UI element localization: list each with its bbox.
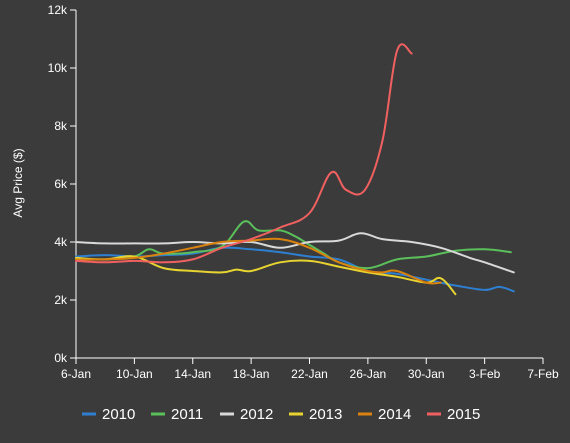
y-tick-label: 12k	[48, 3, 68, 17]
y-axis-title: Avg Price ($)	[11, 148, 25, 217]
series-group	[75, 43, 515, 296]
x-tick-label: 18-Jan	[233, 367, 270, 381]
y-tick-label: 0k	[54, 351, 68, 365]
x-tick-label: 7-Feb	[527, 367, 559, 381]
series-line-2014	[75, 237, 442, 285]
x-tick-label: 26-Jan	[350, 367, 387, 381]
legend-label-2014: 2014	[378, 406, 411, 423]
legend-label-2015: 2015	[447, 406, 480, 423]
x-tick-label: 3-Feb	[469, 367, 501, 381]
legend: 2010 2011 2012 2013 2014 2015	[82, 406, 480, 423]
y-axis: 0k 2k 4k 6k 8k 10k 12k	[48, 3, 77, 365]
legend-label-2011: 2011	[171, 406, 203, 423]
series-line-2011	[75, 220, 512, 270]
series-line-2015	[75, 43, 413, 264]
x-axis: 6-Jan 10-Jan 14-Jan 18-Jan 22-Jan 26-Jan 30-Ja…	[61, 357, 559, 381]
y-tick-label: 8k	[54, 119, 68, 133]
x-tick-label: 22-Jan	[291, 367, 328, 381]
y-tick-label: 2k	[54, 293, 68, 307]
x-tick-label: 30-Jan	[408, 367, 445, 381]
x-tick-label: 6-Jan	[61, 367, 91, 381]
legend-label-2012: 2012	[240, 406, 273, 423]
legend-label-2010: 2010	[102, 406, 135, 423]
legend-label-2013: 2013	[309, 406, 342, 423]
y-tick-label: 4k	[54, 235, 68, 249]
series-line-2012	[75, 232, 515, 274]
x-tick-label: 14-Jan	[174, 367, 211, 381]
y-tick-label: 10k	[48, 61, 68, 75]
y-tick-label: 6k	[54, 177, 68, 191]
x-tick-label: 10-Jan	[116, 367, 153, 381]
